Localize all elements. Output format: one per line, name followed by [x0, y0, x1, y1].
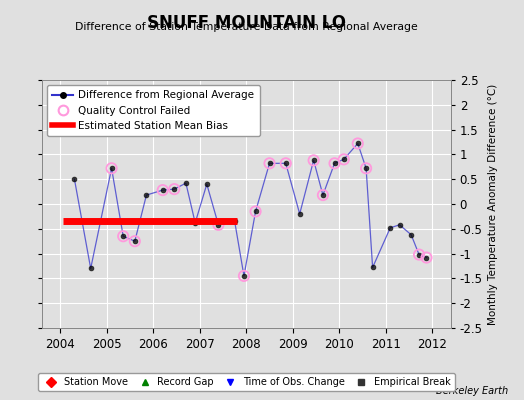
Point	[319, 192, 327, 198]
Text: Berkeley Earth: Berkeley Earth	[436, 386, 508, 396]
Text: SNUFF MOUNTAIN LO: SNUFF MOUNTAIN LO	[147, 14, 346, 32]
Point	[107, 165, 116, 172]
Point	[340, 156, 348, 162]
Point	[415, 251, 423, 258]
Y-axis label: Monthly Temperature Anomaly Difference (°C): Monthly Temperature Anomaly Difference (…	[488, 83, 498, 325]
Point	[214, 222, 223, 228]
Point	[281, 160, 290, 166]
Point	[362, 165, 370, 172]
Point	[330, 160, 339, 166]
Legend: Difference from Regional Average, Quality Control Failed, Estimated Station Mean: Difference from Regional Average, Qualit…	[47, 85, 259, 136]
Point	[265, 160, 274, 166]
Point	[130, 238, 139, 244]
Point	[354, 140, 362, 147]
Point	[170, 186, 179, 192]
Legend: Station Move, Record Gap, Time of Obs. Change, Empirical Break: Station Move, Record Gap, Time of Obs. C…	[38, 373, 455, 391]
Text: Difference of Station Temperature Data from Regional Average: Difference of Station Temperature Data f…	[75, 22, 418, 32]
Point	[240, 273, 248, 279]
Point	[252, 208, 260, 215]
Point	[119, 233, 127, 240]
Point	[158, 187, 167, 193]
Point	[422, 254, 431, 261]
Point	[310, 157, 318, 164]
